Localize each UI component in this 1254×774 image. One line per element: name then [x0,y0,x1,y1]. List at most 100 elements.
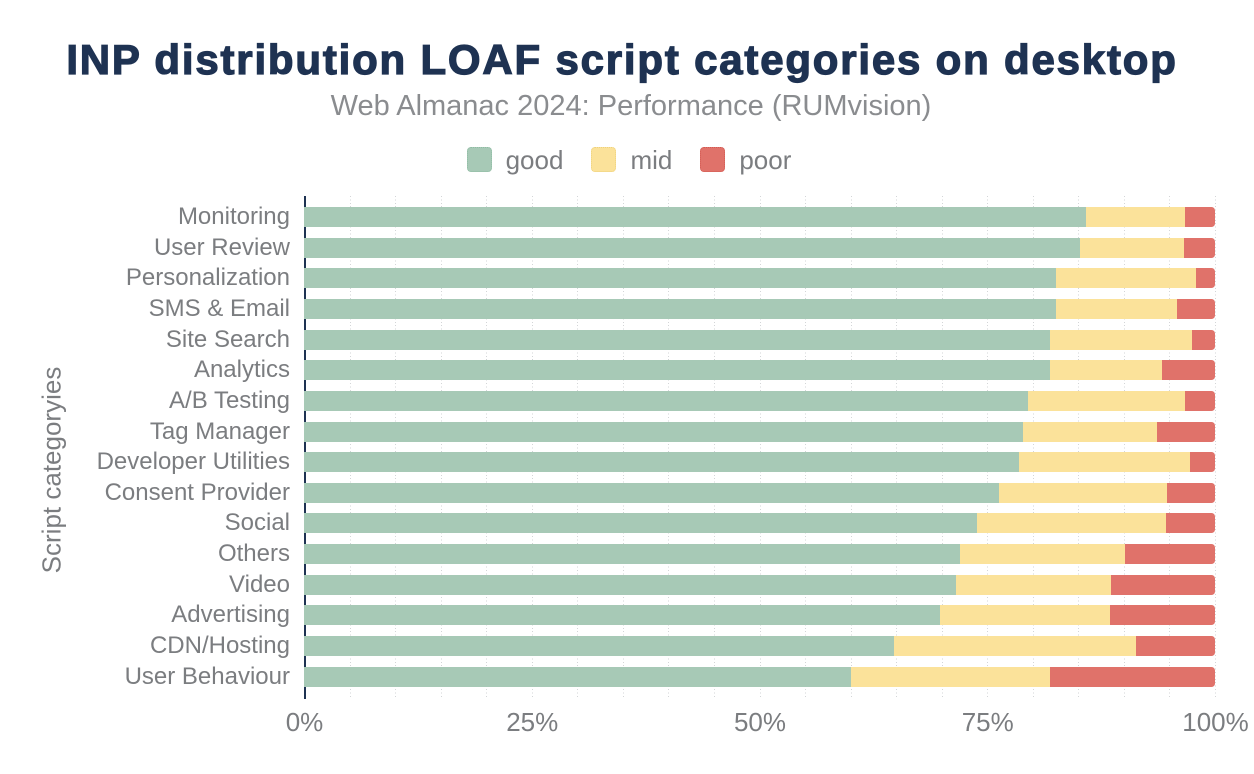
bar-User Review[interactable] [303,237,1216,258]
bar-segment-mid[interactable] [893,635,1137,656]
legend-item-good[interactable]: good [466,144,564,175]
bar-segment-mid[interactable] [940,605,1110,626]
legend-label-mid: mid [630,144,673,175]
bar-segment-poor[interactable] [1125,544,1216,565]
legend-label-good: good [505,144,564,175]
category-label: Personalization [125,264,290,292]
bar-SMS & Email[interactable] [303,299,1216,320]
bar-segment-mid[interactable] [1049,360,1162,381]
gridline-55pct [805,196,807,699]
gridline-30pct [577,196,579,699]
gridline-95pct [1169,196,1171,699]
bar-segment-mid[interactable] [999,482,1168,503]
bar-segment-good[interactable] [303,360,1050,381]
bar-segment-poor[interactable] [1196,268,1216,289]
bar-segment-good[interactable] [303,544,961,565]
x-tick-100%: 100% [1182,707,1249,737]
bar-segment-mid[interactable] [1049,329,1192,350]
gridline-75pct [987,196,989,699]
gridline-100pct [1215,196,1216,699]
category-label: Analytics [193,356,290,384]
bar-segment-mid[interactable] [977,513,1167,534]
bar-Consent Provider[interactable] [303,482,1216,503]
bar-segment-poor[interactable] [1185,207,1216,228]
x-tick-50%: 50% [733,707,787,737]
category-label: CDN/Hosting [149,631,290,659]
bar-segment-mid[interactable] [1079,237,1184,258]
bar-segment-poor[interactable] [1183,237,1216,258]
bar-segment-poor[interactable] [1166,513,1216,534]
gridline-65pct [896,196,898,699]
bar-A/B Testing[interactable] [303,390,1216,411]
category-label: A/B Testing [169,386,290,414]
bar-segment-mid[interactable] [850,666,1051,687]
x-tick-0%: 0% [285,707,324,737]
category-label: Social [224,509,290,537]
bar-Video[interactable] [303,574,1216,595]
bar-Site Search[interactable] [303,329,1216,350]
x-tick-25%: 25% [506,707,559,737]
category-label: Tag Manager [149,417,290,445]
bar-segment-mid[interactable] [955,574,1111,595]
gridline-85pct [1078,196,1080,699]
bar-segment-good[interactable] [303,329,1050,350]
bar-segment-good[interactable] [303,421,1024,442]
legend-swatch-mid [591,147,617,172]
bar-segment-mid[interactable] [1023,421,1158,442]
bar-segment-good[interactable] [303,237,1080,258]
bar-segment-poor[interactable] [1109,605,1216,626]
legend-item-mid[interactable]: mid [591,144,673,175]
gridline-10pct [395,196,397,699]
bar-segment-mid[interactable] [1055,268,1197,289]
gridline-50pct [759,196,761,699]
bar-segment-mid[interactable] [1019,452,1190,473]
chart-subtitle: Web Almanac 2024: Performance (RUMvision… [330,90,932,122]
bar-segment-good[interactable] [303,574,956,595]
bar-segment-good[interactable] [303,299,1056,320]
bar-segment-good[interactable] [303,268,1056,289]
bar-User Behaviour[interactable] [303,666,1216,687]
bar-Personalization[interactable] [303,268,1216,289]
bar-Monitoring[interactable] [303,207,1216,228]
bar-segment-poor[interactable] [1050,666,1216,687]
chart-legend: good mid poor [2,144,1254,175]
category-label: User Behaviour [124,662,290,690]
bar-segment-good[interactable] [303,452,1020,473]
bar-Others[interactable] [303,544,1216,565]
bar-segment-mid[interactable] [1085,207,1186,228]
bar-segment-good[interactable] [303,513,978,534]
bar-Advertising[interactable] [303,605,1216,626]
chart-title: INP distribution LOAF script categories … [66,35,1178,83]
bar-segment-poor[interactable] [1110,574,1216,595]
bar-segment-poor[interactable] [1167,482,1216,503]
bar-segment-good[interactable] [303,207,1086,228]
bar-segment-good[interactable] [303,482,1000,503]
category-label: Monitoring [177,203,290,231]
category-label: Site Search [165,325,290,353]
bar-segment-poor[interactable] [1136,635,1216,656]
bar-segment-good[interactable] [303,635,894,656]
bar-segment-good[interactable] [303,666,851,687]
bar-segment-poor[interactable] [1185,390,1216,411]
bar-segment-poor[interactable] [1161,360,1216,381]
bar-Tag Manager[interactable] [303,421,1216,442]
bar-segment-mid[interactable] [960,544,1126,565]
bar-segment-poor[interactable] [1189,452,1216,473]
bar-CDN/Hosting[interactable] [303,635,1216,656]
category-label: Advertising [171,601,290,629]
bar-segment-good[interactable] [303,605,941,626]
category-label: User Review [153,233,290,261]
plot-area [303,196,1216,699]
bar-Social[interactable] [303,513,1216,534]
bar-Analytics[interactable] [303,360,1216,381]
bar-segment-poor[interactable] [1177,299,1216,320]
bar-segment-mid[interactable] [1055,299,1178,320]
bar-segment-poor[interactable] [1191,329,1216,350]
legend-item-poor[interactable]: poor [700,144,792,175]
bar-segment-mid[interactable] [1027,390,1186,411]
gridline-90pct [1123,196,1125,699]
legend-label-poor: poor [739,144,792,175]
bar-Developer Utilities[interactable] [303,452,1216,473]
bar-segment-good[interactable] [303,390,1028,411]
bar-segment-poor[interactable] [1157,421,1216,442]
